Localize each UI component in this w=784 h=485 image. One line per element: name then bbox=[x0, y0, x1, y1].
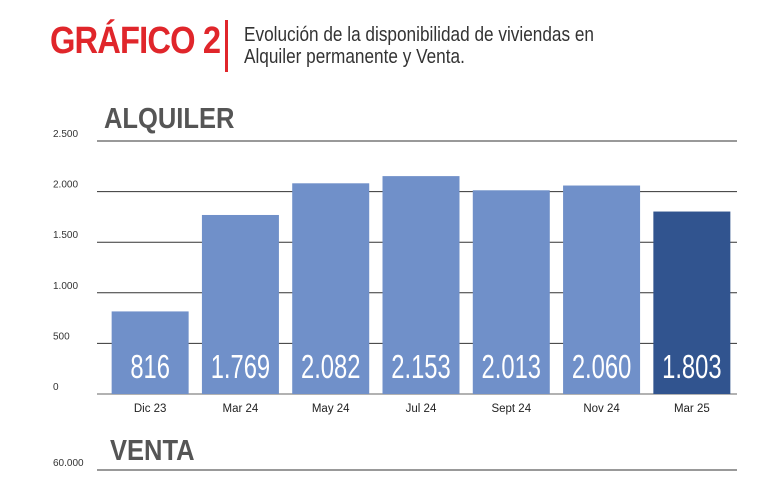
bar-value-label: 2.060 bbox=[572, 349, 631, 386]
header-divider bbox=[225, 20, 228, 72]
bar-value-label: 2.082 bbox=[301, 349, 360, 386]
y-tick-label: 0 bbox=[53, 382, 59, 393]
bar-value-label: 816 bbox=[130, 349, 170, 386]
x-tick-label: Dic 23 bbox=[134, 403, 167, 415]
x-tick-label: Sept 24 bbox=[491, 403, 531, 415]
bar bbox=[653, 211, 731, 394]
bar bbox=[382, 176, 460, 394]
y-tick-label: 500 bbox=[53, 331, 70, 342]
y-tick-label: 2.000 bbox=[53, 180, 78, 191]
bar-value-label: 1.803 bbox=[662, 349, 721, 386]
venta-y-tick-label: 60.000 bbox=[53, 458, 84, 469]
x-tick-label: Mar 25 bbox=[674, 403, 710, 415]
x-tick-label: Mar 24 bbox=[223, 403, 259, 415]
bar bbox=[563, 185, 641, 394]
y-tick-label: 1.000 bbox=[53, 281, 78, 292]
bar-value-label: 1.769 bbox=[211, 349, 270, 386]
venta-section-title: VENTA bbox=[110, 435, 195, 467]
chart-title: Evolución de la disponibilidad de vivien… bbox=[244, 24, 594, 68]
x-tick-label: May 24 bbox=[312, 403, 350, 415]
alquiler-section-title: ALQUILER bbox=[104, 103, 235, 135]
y-tick-label: 2.500 bbox=[53, 129, 78, 140]
bar-value-label: 2.153 bbox=[391, 349, 450, 386]
bar bbox=[472, 190, 550, 394]
x-tick-label: Nov 24 bbox=[583, 403, 620, 415]
y-tick-label: 1.500 bbox=[53, 230, 78, 241]
chart-number-label: GRÁFICO 2 bbox=[50, 20, 221, 62]
bar bbox=[201, 214, 279, 394]
bar bbox=[111, 311, 189, 394]
bar-value-label: 2.013 bbox=[482, 349, 541, 386]
x-tick-label: Jul 24 bbox=[406, 403, 437, 415]
bar bbox=[292, 183, 370, 394]
